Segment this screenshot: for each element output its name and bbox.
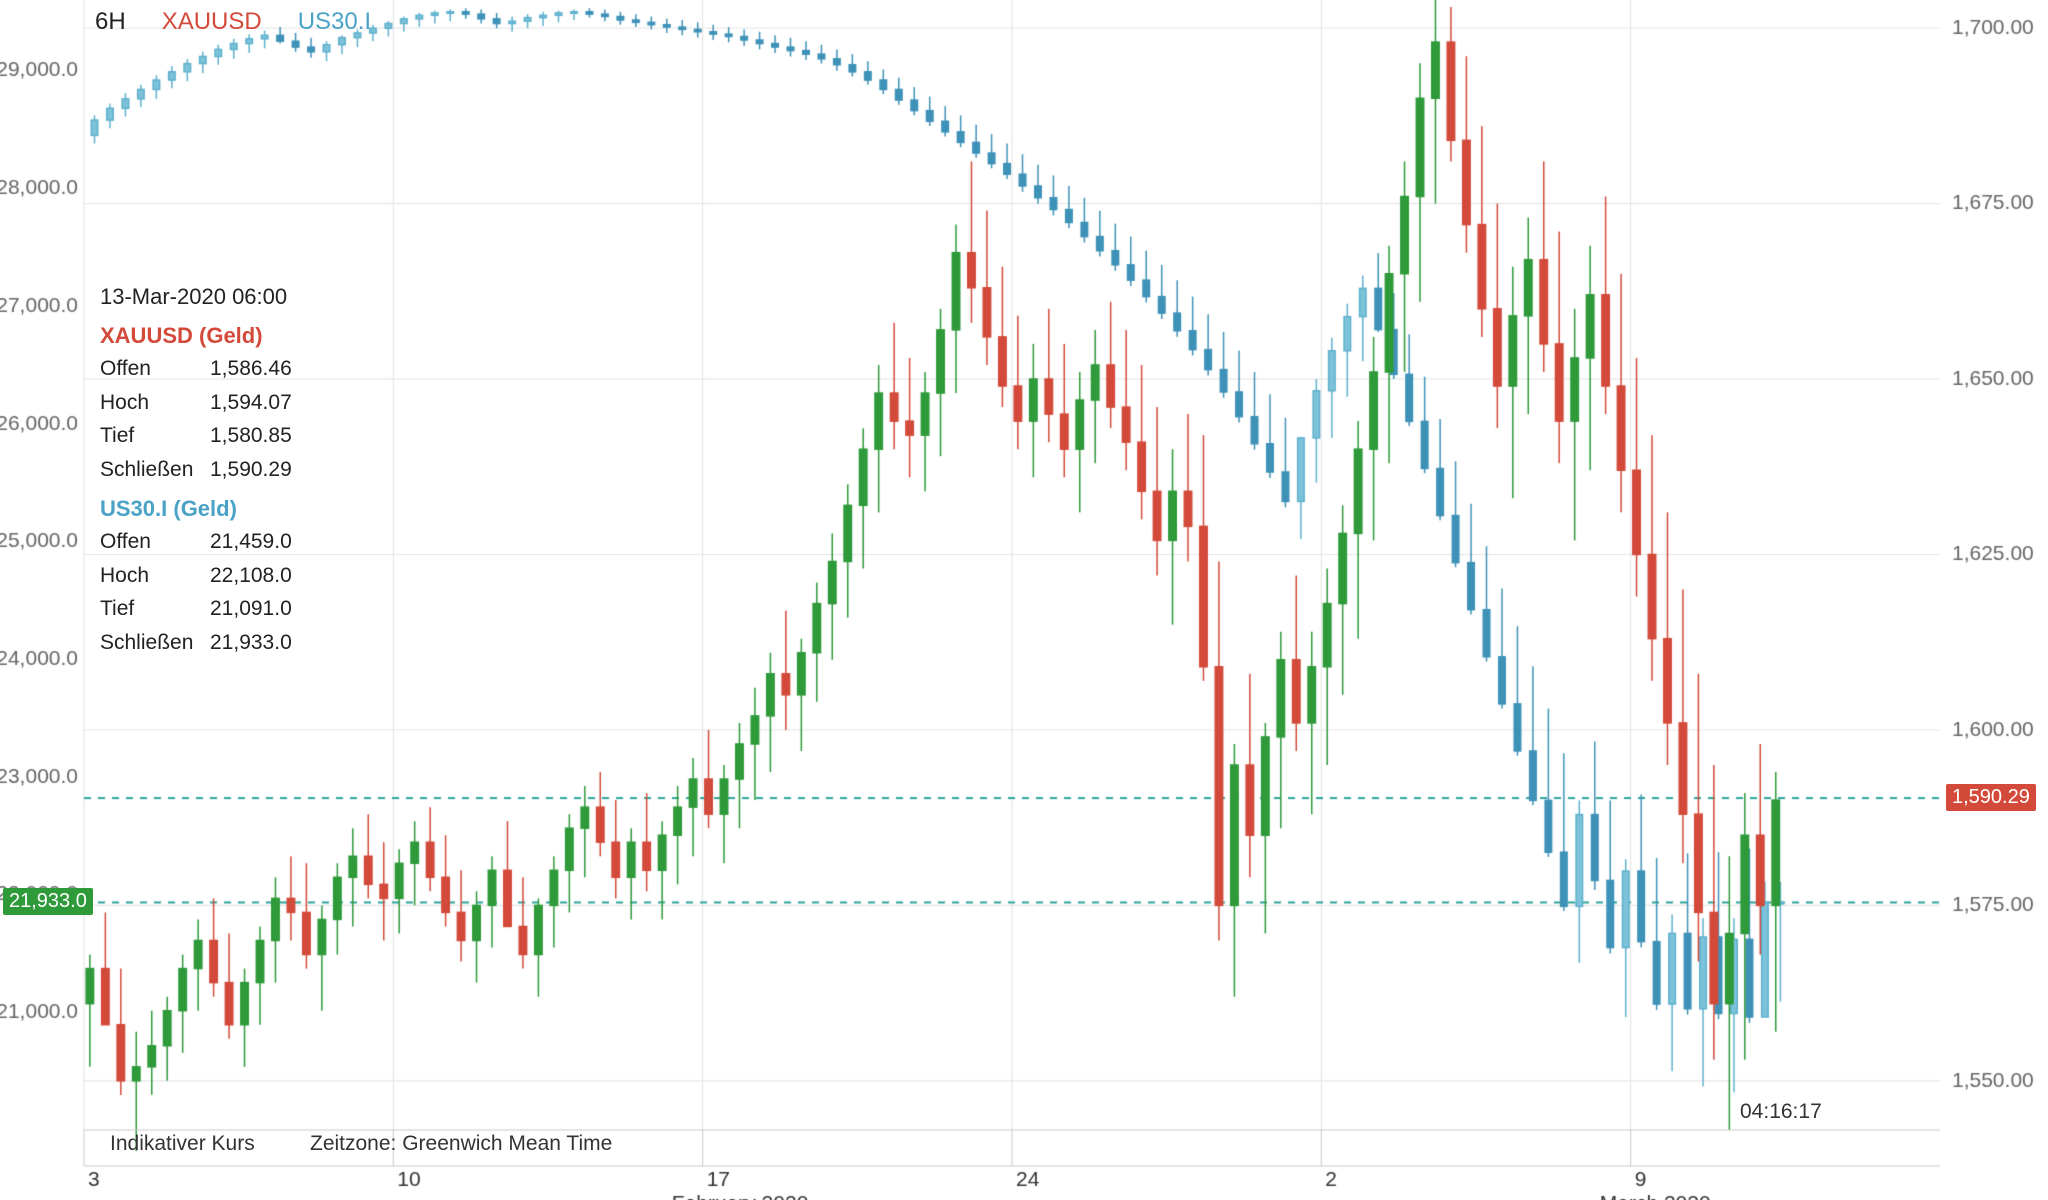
series2-ohlc-title: US30.I (Geld) <box>100 492 302 525</box>
countdown-timer: 04:16:17 <box>1740 1100 1822 1124</box>
right-price-tag: 1,590.29 <box>1946 784 2036 811</box>
timeframe-label[interactable]: 6H <box>95 8 126 36</box>
left-price-tag: 21,933.0 <box>3 888 93 915</box>
ohlc-tooltip: 13-Mar-2020 06:00 XAUUSD (Geld) Offen1,5… <box>100 280 302 659</box>
footer-indicative: Indikativer Kurs <box>110 1132 255 1156</box>
series1-ohlc-table: Offen1,586.46 Hoch1,594.07 Tief1,580.85 … <box>100 352 302 486</box>
candlestick-chart[interactable] <box>0 0 2048 1200</box>
series1-label[interactable]: XAUUSD <box>162 8 262 36</box>
footer-timezone: Zeitzone: Greenwich Mean Time <box>310 1132 612 1156</box>
series2-ohlc-table: Offen21,459.0 Hoch22,108.0 Tief21,091.0 … <box>100 525 302 659</box>
series1-ohlc-title: XAUUSD (Geld) <box>100 319 302 352</box>
chart-legend: 6H XAUUSD US30.I <box>95 8 371 36</box>
tooltip-timestamp: 13-Mar-2020 06:00 <box>100 280 302 313</box>
series2-label[interactable]: US30.I <box>298 8 371 36</box>
